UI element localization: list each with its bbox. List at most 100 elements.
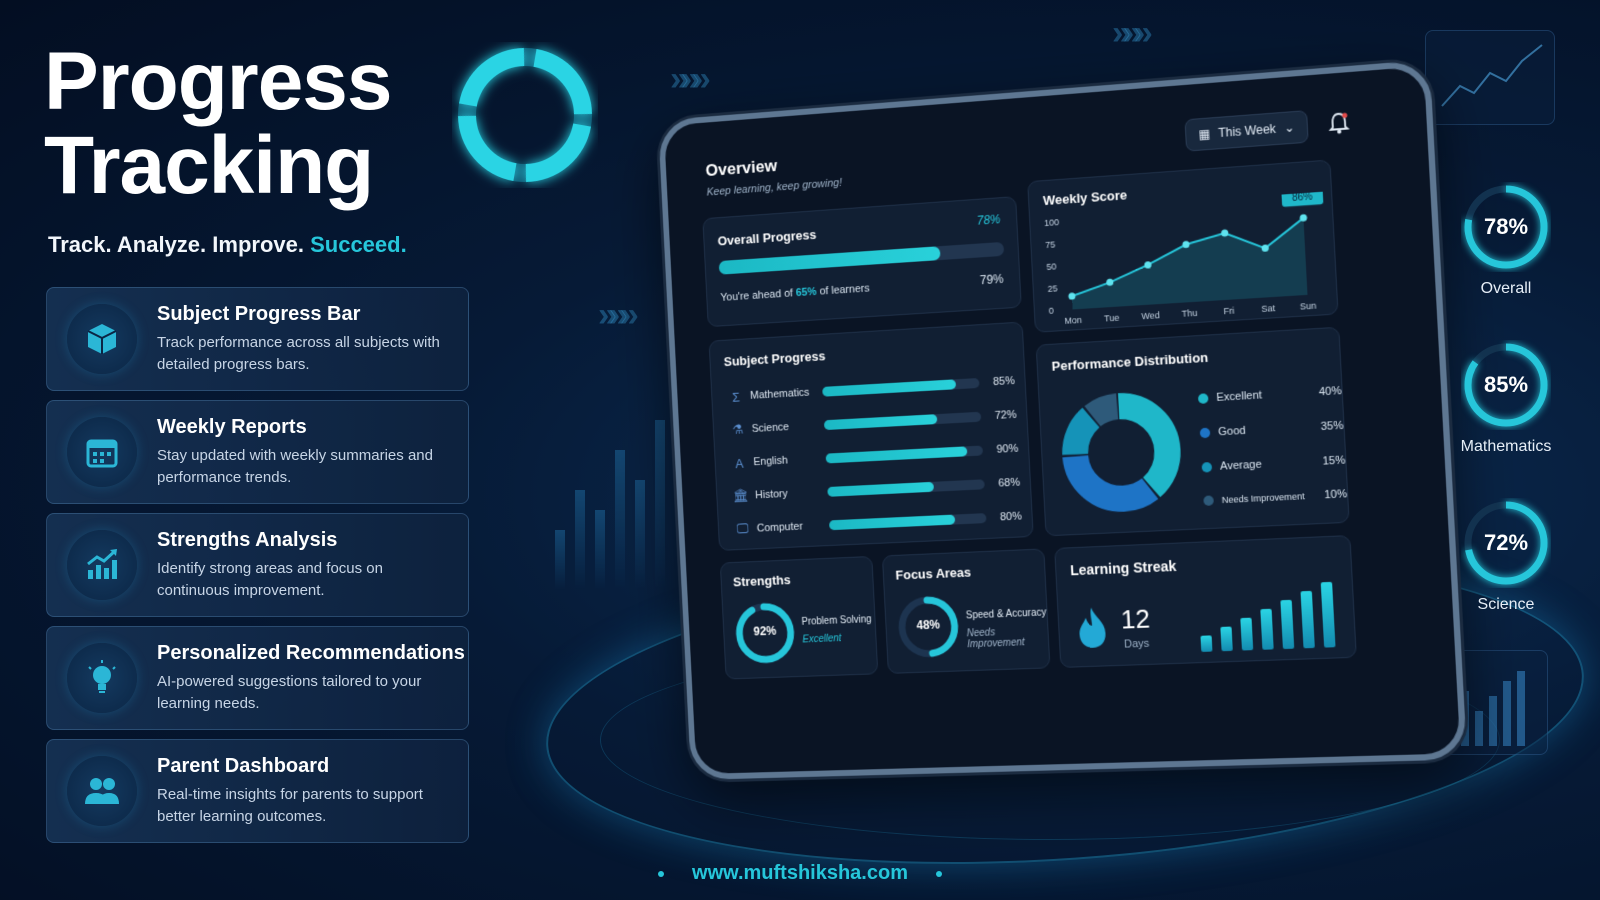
users-icon (67, 756, 137, 826)
legend-name: Average (1220, 459, 1262, 473)
legend-percent: 35% (1320, 420, 1343, 433)
period-select[interactable]: ▦ This Week ⌄ (1184, 110, 1308, 152)
overview-title: Overview (705, 156, 777, 181)
flask-icon: ⚗ (727, 422, 749, 439)
overview-subtitle: Keep learning, keep growing! (706, 177, 842, 199)
legend-dot (1200, 428, 1211, 439)
stat-mathematics: 85% Mathematics (1456, 340, 1556, 456)
period-select-label: This Week (1218, 122, 1276, 140)
legend-percent: 10% (1324, 488, 1347, 501)
subject-track (824, 412, 981, 430)
chevrons-decoration: »»» (1112, 14, 1145, 53)
stat-ring: 78% (1461, 182, 1551, 272)
streak-unit: Days (1124, 638, 1150, 651)
stat-value: 85% (1461, 340, 1551, 430)
subject-row: 🏛 History 68% (730, 471, 1021, 509)
tablet-device: Overview Keep learning, keep growing! ▦ … (658, 60, 1467, 780)
strengths-title: Strengths (733, 572, 791, 589)
tagline-main: Track. Analyze. Improve. (48, 232, 304, 257)
feature-card-parent-dashboard[interactable]: Parent Dashboard Real-time insights for … (46, 739, 469, 843)
website-url[interactable]: www.muftshiksha.com (692, 862, 908, 884)
legend-percent: 15% (1322, 454, 1345, 467)
feature-list: Subject Progress Bar Track performance a… (46, 287, 469, 843)
hero-title-line1: Progress (44, 40, 392, 124)
bell-icon[interactable] (1328, 111, 1350, 135)
focus-percent: 48% (896, 617, 961, 633)
streak-bar (1240, 618, 1253, 651)
chevron-down-icon: ⌄ (1284, 120, 1295, 135)
legend-dot (1198, 393, 1209, 404)
subject-fill (829, 515, 955, 531)
ahead-text: You're ahead of 65% of learners (720, 283, 870, 304)
focus-status: Needs Improvement (967, 625, 1049, 650)
legend-item: Excellent 40% (1198, 385, 1342, 405)
x-tick-label: Sat (1261, 303, 1276, 314)
overall-progress-percent: 78% (976, 212, 1000, 228)
focus-areas-card: Focus Areas 48% Speed & Accuracy Needs I… (882, 548, 1051, 674)
subject-list: Σ Mathematics 85% ⚗ Science 72% A English 90% 🏛 Hi… (710, 323, 1022, 342)
x-tick-label: Tue (1104, 312, 1120, 323)
subject-percent: 72% (994, 409, 1016, 422)
hero-ring-icon (452, 42, 598, 188)
footer: www.muftshiksha.com (0, 862, 1600, 885)
tagline: Track. Analyze. Improve. Succeed. (48, 232, 407, 258)
legend-dot (1202, 462, 1213, 473)
subject-name: History (755, 486, 828, 501)
overall-secondary-percent: 79% (980, 272, 1004, 287)
subject-name: Science (752, 419, 825, 435)
strengths-status: Excellent (802, 633, 841, 645)
subject-percent: 68% (998, 477, 1020, 490)
y-tick-label: 0 (1049, 305, 1055, 315)
subject-percent: 80% (1000, 510, 1022, 523)
subject-fill (822, 379, 956, 396)
stat-overall: 78% Overall (1456, 182, 1556, 298)
monitor-icon: 🖵 (732, 521, 754, 538)
flame-icon (1074, 605, 1110, 650)
stat-science: 72% Science (1456, 498, 1556, 614)
performance-distribution-card: Performance Distribution Excellent 40% Goo… (1036, 327, 1350, 537)
feature-card-subject-progress[interactable]: Subject Progress Bar Track performance a… (46, 287, 469, 391)
y-tick-label: 75 (1045, 239, 1056, 250)
feature-title: Weekly Reports (157, 416, 457, 439)
stat-label: Science (1456, 596, 1556, 614)
stat-label: Overall (1456, 280, 1556, 298)
cube-icon (67, 304, 137, 374)
strengths-percent: 92% (733, 623, 796, 639)
feature-title: Subject Progress Bar (157, 303, 457, 326)
feature-card-strengths[interactable]: Strengths Analysis Identify strong areas… (46, 513, 469, 617)
streak-bar (1220, 627, 1232, 652)
dashboard-screen: Overview Keep learning, keep growing! ▦ … (687, 89, 1434, 754)
subject-fill (826, 446, 968, 463)
streak-title: Learning Streak (1070, 558, 1177, 579)
subject-row: A English 90% (728, 437, 1019, 476)
legend-name: Good (1218, 425, 1246, 439)
overall-progress-title: Overall Progress (717, 227, 816, 248)
legend-name: Excellent (1216, 389, 1262, 404)
subject-name: Computer (757, 519, 830, 534)
subject-fill (824, 414, 937, 430)
streak-bar (1321, 582, 1336, 648)
weekly-score-chart: 100 75 50 25 0 Mon Tue Wed Thu Fri Sat Sun 86% (1030, 191, 1340, 332)
feature-desc: AI-powered suggestions tailored to your … (157, 671, 457, 715)
subject-row: Σ Mathematics 85% (725, 369, 1015, 409)
weekly-highlight-label: 86% (1292, 192, 1313, 205)
subject-track (829, 513, 987, 530)
weekly-area (1069, 218, 1308, 310)
sigma-icon: Σ (725, 389, 747, 405)
weekly-score-title: Weekly Score (1043, 187, 1128, 208)
stat-ring: 85% (1461, 340, 1551, 430)
legend-item: Good 35% (1200, 420, 1344, 440)
lightbulb-icon (67, 643, 137, 713)
stat-label: Mathematics (1456, 438, 1556, 456)
growth-chart-icon (67, 530, 137, 600)
subject-fill (827, 482, 934, 497)
feature-card-recommendations[interactable]: Personalized Recommendations AI-powered … (46, 626, 469, 730)
y-tick-label: 50 (1046, 261, 1057, 272)
x-tick-label: Sun (1300, 300, 1317, 311)
feature-card-weekly-reports[interactable]: Weekly Reports Stay updated with weekly … (46, 400, 469, 504)
distribution-legend: Excellent 40% Good 35% Average 15% Needs Impro… (1037, 328, 1339, 346)
streak-bar (1301, 591, 1315, 648)
feature-desc: Track performance across all subjects wi… (157, 332, 457, 376)
streak-bar (1260, 609, 1273, 650)
strengths-card: Strengths 92% Problem Solving Excellent (720, 556, 879, 680)
